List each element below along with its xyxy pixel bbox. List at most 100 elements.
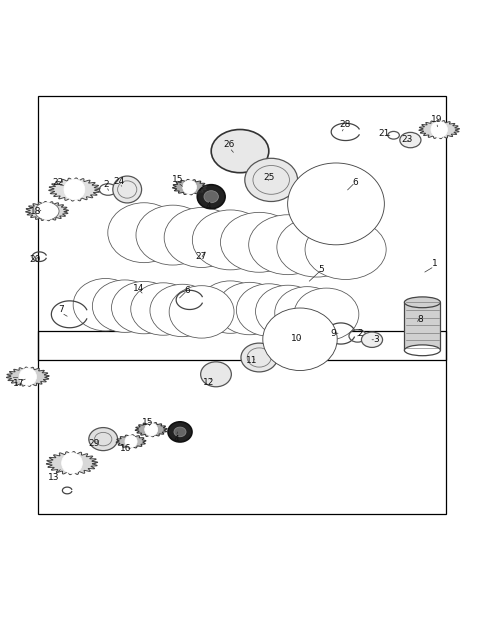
Text: 6: 6 [184, 285, 190, 294]
Ellipse shape [108, 203, 180, 262]
Text: 1: 1 [432, 259, 437, 268]
Ellipse shape [111, 282, 177, 334]
Ellipse shape [258, 222, 318, 267]
Text: 17: 17 [13, 379, 25, 388]
Text: 3: 3 [373, 335, 379, 344]
Bar [38, 96, 446, 360]
Ellipse shape [136, 205, 210, 265]
Text: 29: 29 [88, 439, 100, 448]
Ellipse shape [211, 129, 269, 173]
Polygon shape [46, 451, 98, 475]
Ellipse shape [164, 208, 239, 267]
Ellipse shape [177, 292, 227, 332]
Ellipse shape [201, 217, 260, 263]
Text: 22: 22 [52, 178, 63, 187]
Text: 16: 16 [120, 444, 132, 453]
Ellipse shape [236, 284, 301, 336]
Text: 4: 4 [206, 202, 212, 211]
Polygon shape [135, 422, 167, 437]
Ellipse shape [277, 217, 357, 277]
Text: 8: 8 [417, 314, 423, 323]
Ellipse shape [282, 293, 332, 333]
Circle shape [38, 203, 56, 220]
Ellipse shape [229, 219, 289, 266]
Ellipse shape [275, 287, 340, 339]
Ellipse shape [288, 163, 384, 245]
Text: 4: 4 [173, 435, 179, 444]
Ellipse shape [62, 456, 82, 470]
Text: 12: 12 [203, 379, 215, 388]
Text: 15: 15 [142, 418, 154, 427]
Polygon shape [172, 179, 207, 195]
Circle shape [431, 122, 447, 138]
Ellipse shape [138, 289, 188, 329]
Text: 6: 6 [352, 178, 358, 187]
Circle shape [125, 435, 137, 448]
Ellipse shape [157, 290, 207, 331]
Ellipse shape [81, 285, 131, 325]
Ellipse shape [89, 428, 118, 451]
Circle shape [19, 368, 36, 385]
Ellipse shape [116, 210, 172, 256]
Ellipse shape [225, 288, 275, 329]
Ellipse shape [144, 212, 201, 258]
Polygon shape [419, 120, 459, 139]
Ellipse shape [192, 210, 268, 270]
Bar [404, 302, 441, 350]
Ellipse shape [241, 343, 277, 372]
Ellipse shape [249, 215, 327, 275]
Text: 5: 5 [319, 265, 324, 274]
Bar [38, 331, 446, 514]
Ellipse shape [119, 287, 169, 328]
Text: 9: 9 [331, 329, 336, 338]
Text: 27: 27 [195, 252, 206, 261]
Ellipse shape [113, 176, 142, 203]
Ellipse shape [305, 219, 386, 280]
Circle shape [64, 179, 85, 200]
Ellipse shape [131, 283, 196, 335]
Circle shape [145, 423, 157, 436]
Circle shape [61, 453, 83, 473]
Ellipse shape [245, 158, 298, 201]
Ellipse shape [301, 294, 351, 334]
Ellipse shape [404, 345, 441, 356]
Text: 26: 26 [224, 140, 235, 149]
Polygon shape [6, 367, 49, 386]
Text: 11: 11 [246, 356, 258, 365]
Ellipse shape [173, 215, 230, 260]
Text: 19: 19 [431, 115, 443, 124]
Text: 20: 20 [29, 255, 40, 264]
Ellipse shape [174, 427, 186, 437]
Text: 15: 15 [172, 176, 183, 185]
Ellipse shape [198, 281, 263, 333]
Text: 14: 14 [132, 284, 144, 293]
Ellipse shape [201, 362, 231, 387]
Ellipse shape [244, 290, 294, 330]
Ellipse shape [263, 308, 337, 370]
Text: 2: 2 [104, 180, 109, 189]
Text: 23: 23 [401, 134, 413, 143]
Ellipse shape [35, 203, 59, 220]
Ellipse shape [276, 319, 324, 359]
Ellipse shape [220, 212, 298, 272]
Text: 7: 7 [59, 305, 64, 314]
Ellipse shape [286, 224, 348, 270]
Text: 10: 10 [291, 334, 302, 343]
Ellipse shape [169, 285, 234, 338]
Ellipse shape [205, 287, 255, 327]
Polygon shape [48, 178, 100, 201]
Ellipse shape [92, 280, 157, 332]
Ellipse shape [400, 132, 421, 148]
Text: 18: 18 [30, 206, 42, 215]
Ellipse shape [150, 284, 215, 337]
Text: 28: 28 [339, 120, 350, 129]
Text: 21: 21 [378, 129, 390, 138]
Ellipse shape [217, 282, 282, 335]
Ellipse shape [168, 422, 192, 442]
Circle shape [183, 180, 196, 194]
Ellipse shape [361, 332, 383, 347]
Polygon shape [25, 201, 68, 221]
Ellipse shape [100, 286, 150, 326]
Ellipse shape [314, 226, 377, 273]
Ellipse shape [294, 288, 359, 341]
